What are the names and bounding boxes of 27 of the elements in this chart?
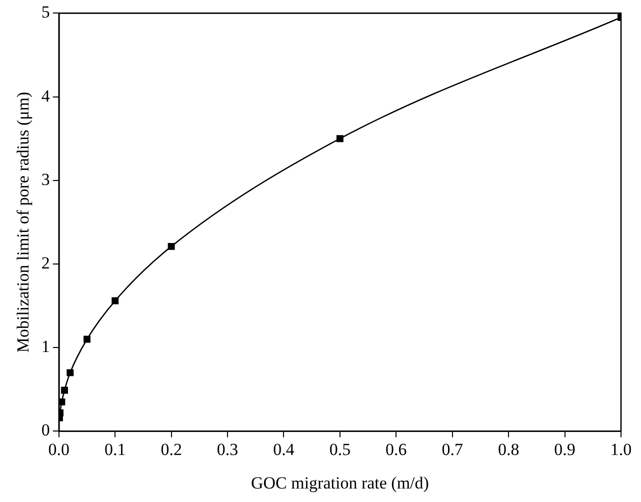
y-tick-label: 1 [41,337,50,356]
x-tick-label: 0.7 [442,440,464,459]
point [168,242,175,250]
point [66,369,74,376]
x-tick-label: 0.8 [498,440,520,459]
y-tick-label: 4 [41,86,50,106]
point [61,386,68,394]
y-tick-label: 5 [41,2,50,22]
point [112,297,119,304]
x-tick-label: 0.2 [160,440,182,459]
x-tick-label: 1.0 [610,440,632,459]
x-tick-label: 0.6 [386,440,407,459]
point [84,336,90,343]
x-tick-label: 0.5 [329,440,351,459]
x-axis-title: GOC migration rate (m/d) [250,473,429,492]
y-tick-label: 0 [41,420,50,440]
x-tick-label: 0.0 [48,440,70,459]
y-tick-label: 2 [41,253,50,272]
x-tick-label: 0.3 [216,440,238,459]
x-tick-label: 0.1 [104,440,126,459]
point [58,398,66,406]
x-tick-label: 0.9 [554,440,576,459]
y-axis-title: Mobilization limit of pore radius (μm) [14,92,33,353]
x-tick-label: 0.4 [273,440,295,459]
y-tick-label: 3 [41,170,50,189]
point [336,135,344,142]
point [58,409,64,416]
